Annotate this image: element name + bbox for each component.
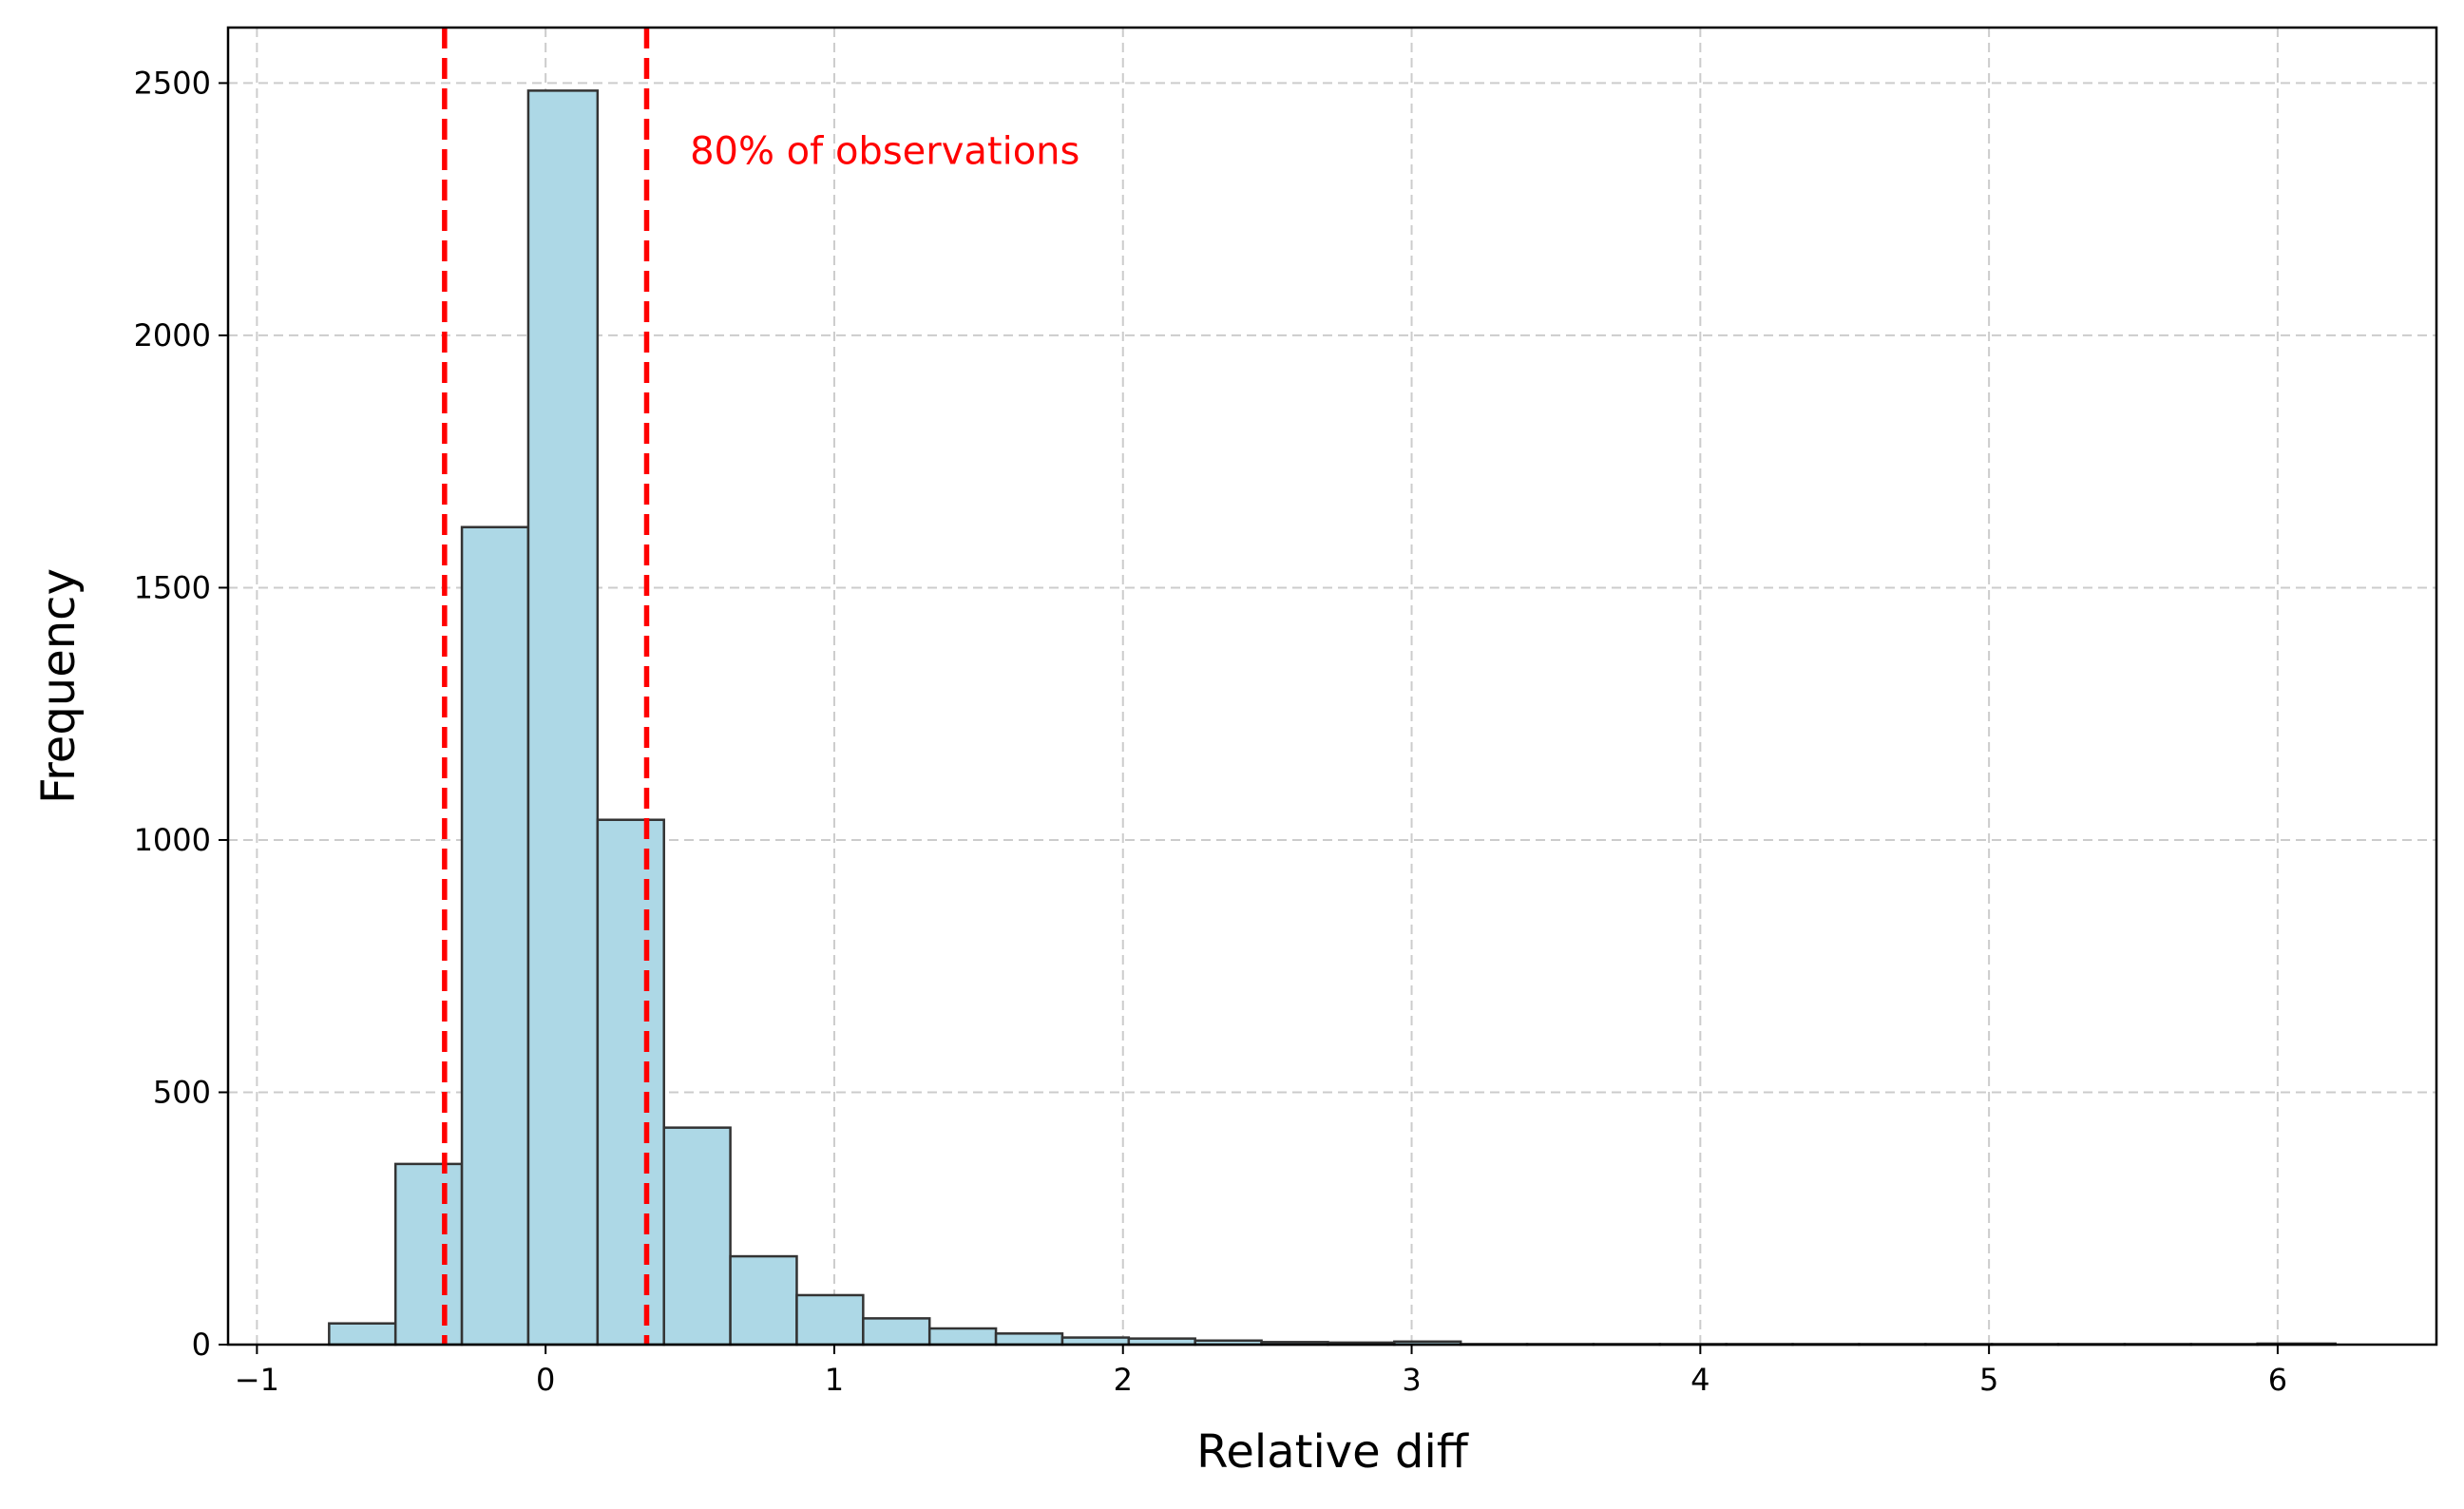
histogram-bar: [927, 1327, 998, 1347]
y-tick-label: 2000: [134, 317, 211, 353]
x-tick-label: 1: [825, 1362, 844, 1398]
x-tick-label: 0: [536, 1362, 555, 1398]
histogram-bars: [328, 89, 2337, 1347]
y-tick-label: 1500: [134, 569, 211, 605]
histogram-bar: [994, 1332, 1064, 1347]
y-axis-title: Frequency: [32, 568, 86, 804]
y-tick-label: 0: [192, 1327, 211, 1363]
histogram-bar: [795, 1293, 865, 1347]
histogram-bar: [662, 1126, 732, 1347]
x-tick-label: 6: [2268, 1362, 2287, 1398]
histogram-bar: [393, 1162, 464, 1347]
reference-lines: [442, 28, 650, 1345]
plot-frame: [226, 26, 2438, 1347]
histogram-bar: [526, 89, 600, 1347]
y-tick-label: 500: [153, 1074, 211, 1110]
histogram-bar: [862, 1317, 931, 1347]
x-tick-label: 3: [1402, 1362, 1421, 1398]
x-tick-label: 5: [1979, 1362, 1998, 1398]
histogram-bar: [328, 1322, 397, 1347]
x-tick-label: 4: [1690, 1362, 1710, 1398]
y-tick-label: 1000: [134, 822, 211, 858]
x-axis-title: Relative diff: [1196, 1425, 1469, 1479]
x-tick-label: 2: [1114, 1362, 1133, 1398]
x-tick-label: −1: [235, 1362, 279, 1398]
histogram-bar: [596, 818, 665, 1347]
y-tick-label: 2500: [134, 65, 211, 101]
histogram-bar: [460, 525, 530, 1347]
histogram-bar: [729, 1254, 798, 1347]
axis-ticks: −1 0 1 2 3 4 5 6 0 500 1000 1500 2000 2500: [134, 65, 2288, 1398]
annotations: 80% of observations: [690, 129, 1079, 173]
annotation-text: 80% of observations: [690, 129, 1079, 173]
